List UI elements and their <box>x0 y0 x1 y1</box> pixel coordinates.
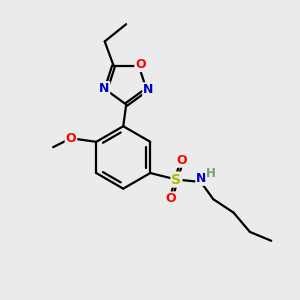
Text: O: O <box>166 192 176 206</box>
Text: S: S <box>171 172 182 187</box>
Text: O: O <box>66 132 76 145</box>
Text: N: N <box>196 172 207 185</box>
Text: O: O <box>135 58 146 71</box>
Text: N: N <box>99 82 109 95</box>
Text: H: H <box>206 167 216 179</box>
Text: N: N <box>143 83 154 96</box>
Text: O: O <box>176 154 187 167</box>
